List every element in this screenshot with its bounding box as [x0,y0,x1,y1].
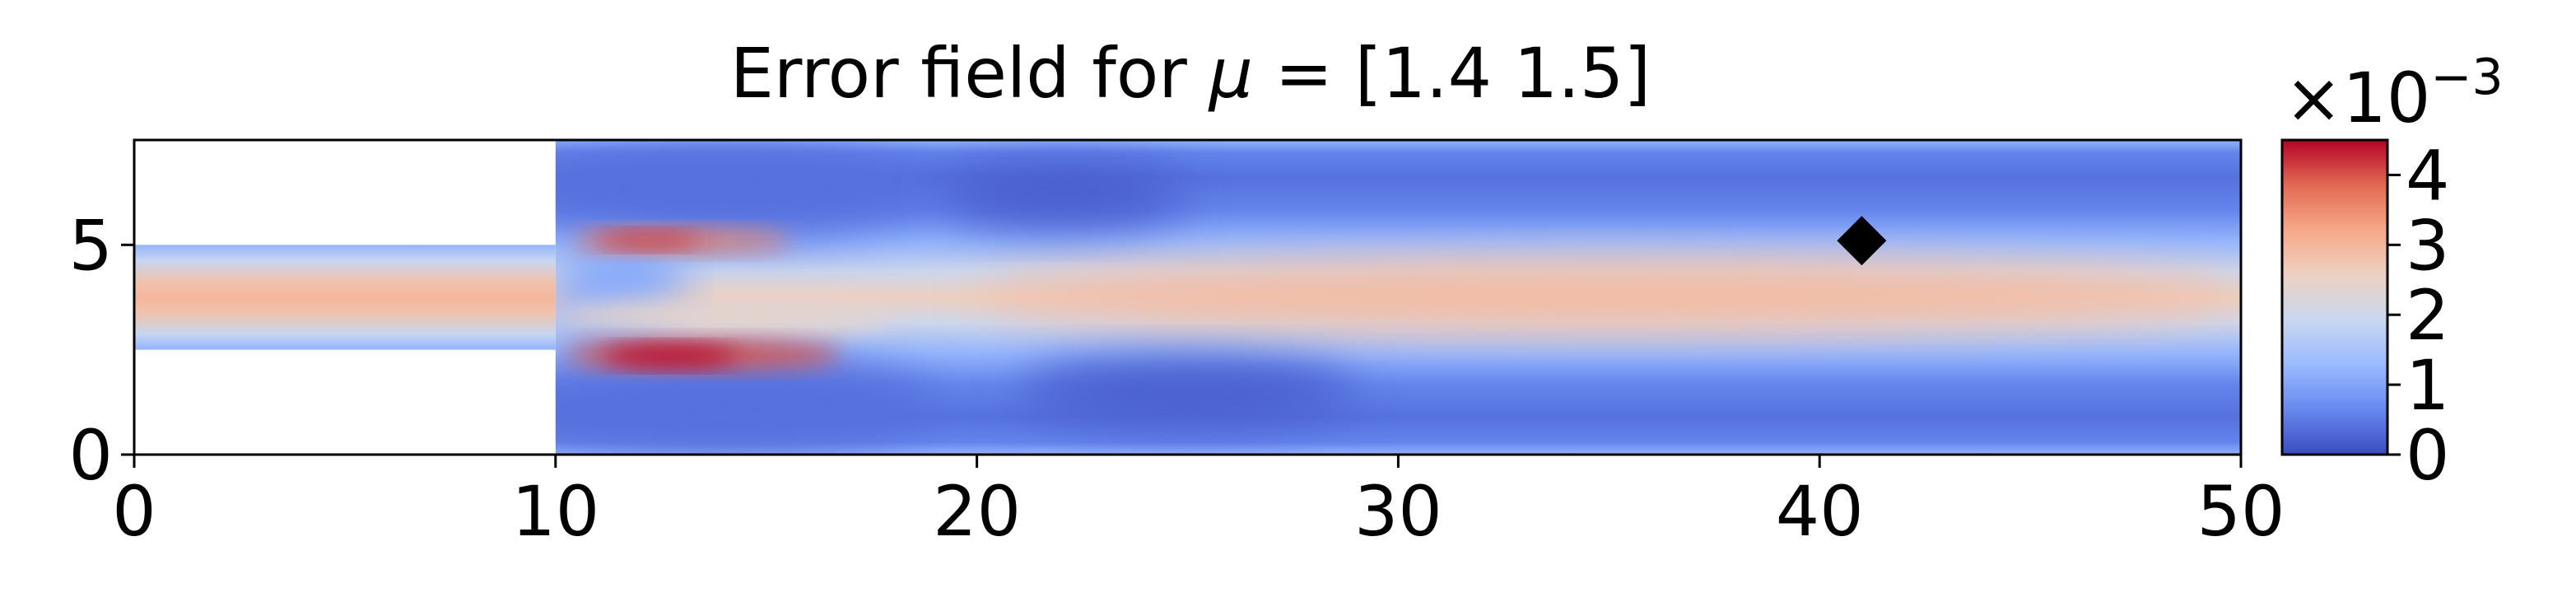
x-tick-label: 0 [112,471,156,552]
x-tick-label: 50 [2197,471,2285,552]
colorbar-tick-label: 1 [2406,345,2449,426]
colorbar-multiplier: ×10−3 [2285,49,2504,138]
colorbar-tick-label: 0 [2406,415,2449,496]
colorbar-frame [2280,138,2389,456]
lower-jet-halo [555,297,893,335]
error-field-heatmap [134,140,2241,455]
lower-dark-band [1018,357,1357,426]
x-tick-label: 20 [933,471,1021,552]
x-axis: 0 10 20 30 40 50 [112,455,2285,552]
probe-point-marker [1837,216,1887,266]
colorbar-tick-label: 4 [2406,135,2449,216]
expansion-region-field [555,140,2241,455]
colorbar-gradient [2282,140,2387,455]
x-tick-label: 40 [1776,471,1864,552]
upper-dark-band [934,161,1188,228]
y-tick-label: 0 [69,415,113,496]
inlet-channel-field [134,245,556,350]
colorbar-tick-label: 3 [2406,205,2449,286]
upper-low-error-zone [555,144,935,237]
lower-low-error-zone [555,357,935,450]
axes-frame [133,138,2243,456]
colorbar-tick-label: 2 [2406,275,2449,356]
centerline-high-error [976,261,2241,329]
y-tick-label: 5 [69,205,113,286]
x-tick-label: 30 [1354,471,1442,552]
lower-shear-peak [602,347,737,366]
upper-shear-peak [593,232,703,247]
y-axis: 05 [69,205,134,496]
chart-title: Error field for μ = [1.4 1.5] [730,33,1651,114]
x-tick-label: 10 [511,471,599,552]
